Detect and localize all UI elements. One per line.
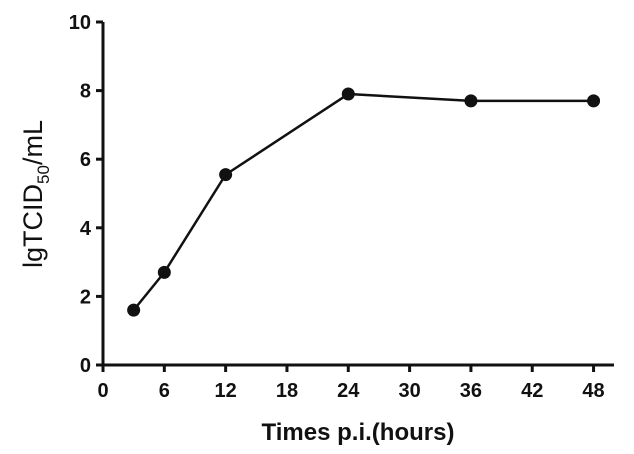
x-tick-label: 0 xyxy=(97,380,108,402)
x-tick-label: 30 xyxy=(398,380,420,402)
data-point xyxy=(464,94,478,108)
data-point xyxy=(157,265,171,279)
x-tick-label: 24 xyxy=(337,380,360,402)
y-tick-label: 4 xyxy=(80,218,92,240)
y-tick-label: 0 xyxy=(80,355,91,377)
y-tick-label: 8 xyxy=(80,81,91,103)
data-point xyxy=(127,303,141,317)
y-tick-label: 6 xyxy=(80,149,91,171)
data-point xyxy=(587,94,601,108)
x-ticks: 0 6 12 18 24 30 36 42 48 xyxy=(97,365,605,402)
x-axis-title: Times p.i.(hours) xyxy=(262,419,455,446)
y-axis-title: lgTCID50/mL xyxy=(18,120,53,268)
x-tick-label: 18 xyxy=(276,380,298,402)
x-tick-label: 42 xyxy=(521,380,543,402)
y-axis-title-main: lgTCID xyxy=(18,184,48,268)
y-tick-label: 2 xyxy=(80,286,91,308)
data-point xyxy=(341,87,355,101)
x-tick-label: 6 xyxy=(159,380,170,402)
y-tick-label: 10 xyxy=(69,12,91,34)
series-line xyxy=(132,92,594,311)
x-tick-label: 12 xyxy=(215,380,237,402)
data-point xyxy=(219,168,233,182)
x-tick-label: 48 xyxy=(582,380,604,402)
y-axis-title-unit: /mL xyxy=(18,120,48,165)
y-ticks: 0 2 4 6 8 10 xyxy=(69,12,103,377)
x-tick-label: 36 xyxy=(460,380,482,402)
series-layer xyxy=(127,87,601,317)
y-axis-title-subscript: 50 xyxy=(34,165,53,184)
